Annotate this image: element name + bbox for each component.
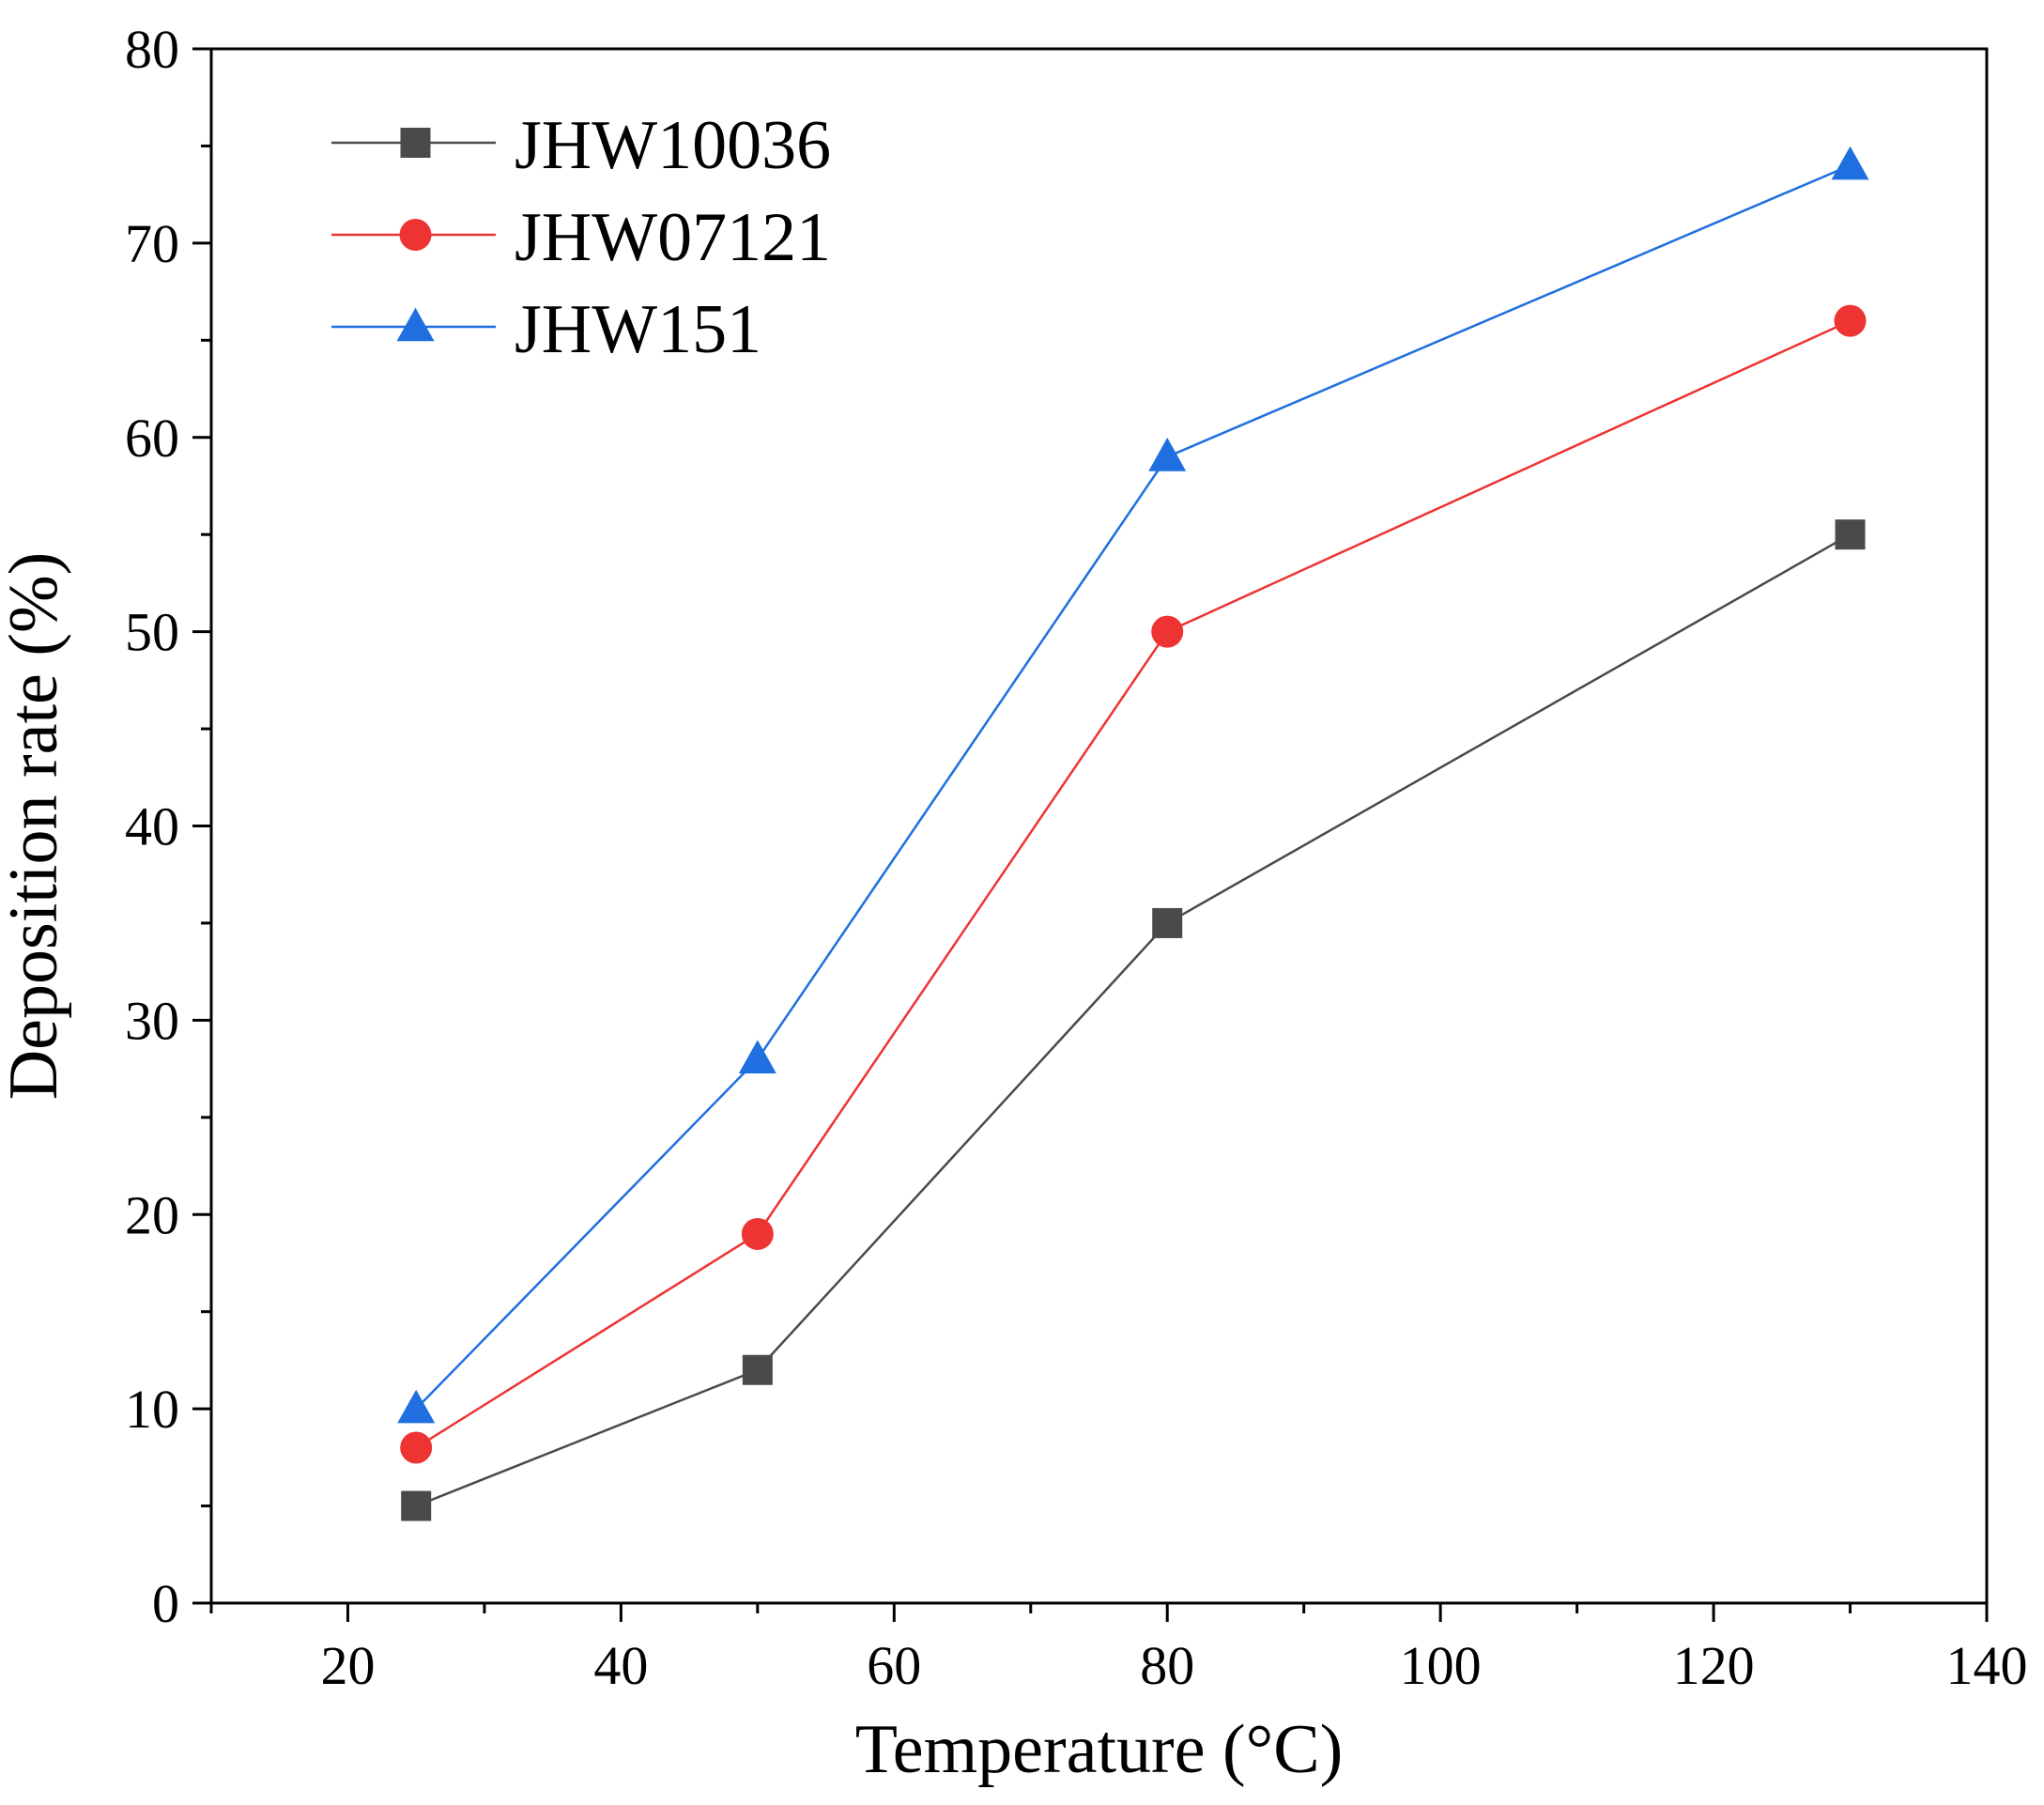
x-tick-label: 120: [1673, 1635, 1755, 1696]
data-point: [1152, 907, 1183, 938]
data-point: [742, 1354, 773, 1385]
y-tick-label: 30: [125, 990, 179, 1051]
x-tick-label: 140: [1946, 1635, 2028, 1696]
series-JHW07121: [400, 304, 1867, 1464]
legend-label: JHW07121: [515, 199, 831, 276]
data-point: [401, 1490, 432, 1521]
series-line: [415, 163, 1852, 1410]
x-tick-label: 100: [1400, 1635, 1482, 1696]
series-JHW10036: [401, 519, 1866, 1521]
legend-entry: JHW07121: [331, 199, 831, 276]
data-point: [741, 1217, 774, 1250]
y-tick-label: 0: [152, 1573, 179, 1634]
x-axis-title: Temperature (°C): [855, 1711, 1344, 1788]
y-tick-label: 50: [125, 602, 179, 663]
data-point: [1148, 438, 1187, 471]
data-point: [397, 1389, 436, 1424]
data-point: [400, 1431, 433, 1464]
series-line: [415, 533, 1852, 1507]
y-tick-label: 70: [125, 213, 179, 274]
data-point: [1831, 146, 1869, 180]
legend-entry: JHW10036: [331, 107, 831, 184]
series-JHW151: [397, 146, 1869, 1424]
y-tick-label: 20: [125, 1184, 179, 1245]
data-point: [1834, 304, 1867, 337]
axes: 20 40 60 80 100 120 140 0 10 20 30 40 50 60 70 80: [125, 19, 2028, 1696]
y-tick-label: 40: [125, 796, 179, 857]
data-point: [1835, 519, 1866, 550]
x-tick-label: 40: [593, 1635, 648, 1696]
legend-marker: [400, 128, 431, 158]
series-line: [415, 319, 1852, 1449]
legend-label: JHW10036: [515, 107, 831, 184]
legend-marker: [399, 219, 432, 251]
x-tick-label: 60: [867, 1635, 921, 1696]
series-layer: [397, 146, 1869, 1521]
y-axis-title: Deposition rate (%): [0, 552, 72, 1101]
legend-marker: [396, 307, 435, 342]
data-point: [1151, 615, 1184, 648]
y-tick-label: 60: [125, 408, 179, 469]
data-point: [738, 1040, 776, 1074]
legend: JHW10036 JHW07121 JHW151: [331, 107, 831, 368]
x-tick-label: 80: [1140, 1635, 1194, 1696]
y-tick-label: 80: [125, 19, 179, 80]
legend-label: JHW151: [515, 291, 761, 368]
y-tick-label: 10: [125, 1379, 179, 1440]
legend-entry: JHW151: [331, 291, 761, 368]
x-tick-label: 20: [320, 1635, 375, 1696]
